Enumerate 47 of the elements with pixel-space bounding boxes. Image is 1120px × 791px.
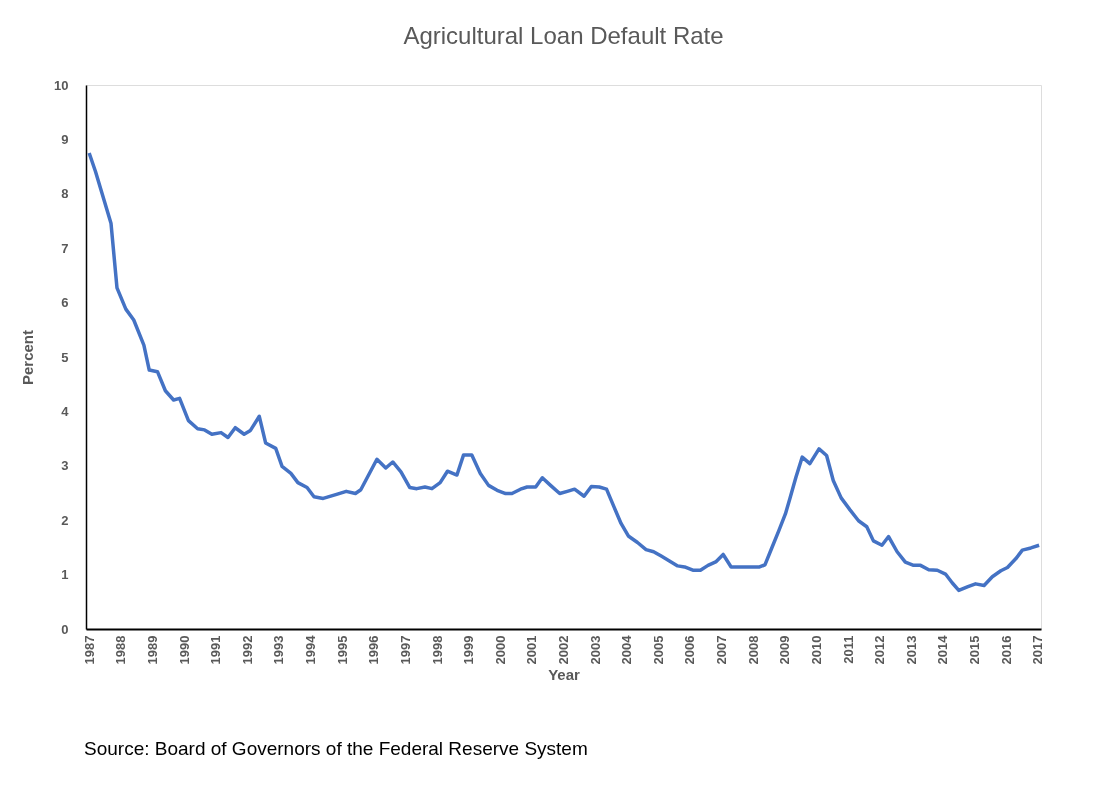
x-tick-label: 2014: [935, 634, 951, 665]
x-tick-label: 2006: [682, 635, 698, 665]
x-tick-label: 1993: [271, 635, 287, 665]
x-tick-label: 1992: [239, 635, 255, 665]
chart-title: Agricultural Loan Default Rate: [403, 22, 724, 49]
x-tick-label: 1989: [144, 635, 160, 665]
y-tick-label: 3: [61, 458, 69, 474]
x-tick-label: 2005: [650, 635, 666, 665]
x-tick-label: 2009: [777, 635, 793, 665]
y-tick-label: 10: [54, 77, 69, 93]
x-tick-label: 2015: [967, 635, 983, 665]
y-tick-label: 9: [61, 131, 69, 147]
x-tick-label: 2010: [808, 635, 824, 665]
x-tick-label: 1997: [397, 635, 413, 665]
x-tick-label: 1991: [208, 635, 224, 665]
y-tick-label: 4: [61, 403, 70, 419]
x-tick-label: 1998: [429, 635, 445, 665]
line-series: [87, 151, 1041, 593]
x-axis-title: Year: [548, 666, 581, 684]
y-tick-label: 1: [61, 567, 69, 583]
x-tick-label: 1987: [81, 635, 97, 665]
x-tick-label: 2011: [840, 635, 856, 664]
y-axis-title: Percent: [19, 329, 37, 386]
x-tick-label: 2001: [524, 635, 540, 665]
y-tick-label: 5: [61, 349, 69, 365]
x-tick-label: 2002: [556, 635, 571, 665]
x-tick-label: 2003: [587, 635, 603, 665]
x-tick-label: 2012: [872, 635, 888, 665]
x-tick-label: 1990: [176, 635, 192, 665]
x-tick-label: 1988: [113, 635, 129, 665]
x-tick-label: 1994: [303, 634, 319, 665]
y-tick-label: 7: [61, 240, 69, 256]
y-tick-label: 6: [61, 295, 69, 311]
y-tick-label: 0: [61, 621, 69, 637]
source-note: Source: Board of Governors of the Federal Reserve System: [84, 738, 588, 759]
x-tick-label: 1995: [334, 635, 350, 665]
x-tick-label: 2016: [998, 635, 1014, 665]
y-tick-label: 2: [61, 512, 69, 528]
x-tick-label: 2007: [714, 635, 730, 665]
x-tick-label: 1996: [366, 635, 382, 665]
y-tick-label: 8: [61, 186, 69, 202]
x-tick-label: 1999: [461, 635, 477, 665]
x-tick-label: 2013: [903, 635, 919, 665]
x-tick-label: 2008: [745, 635, 761, 665]
x-tick-label: 2004: [619, 634, 635, 665]
x-tick-label: 2000: [492, 635, 508, 665]
x-tick-label: 2017: [1030, 635, 1046, 665]
